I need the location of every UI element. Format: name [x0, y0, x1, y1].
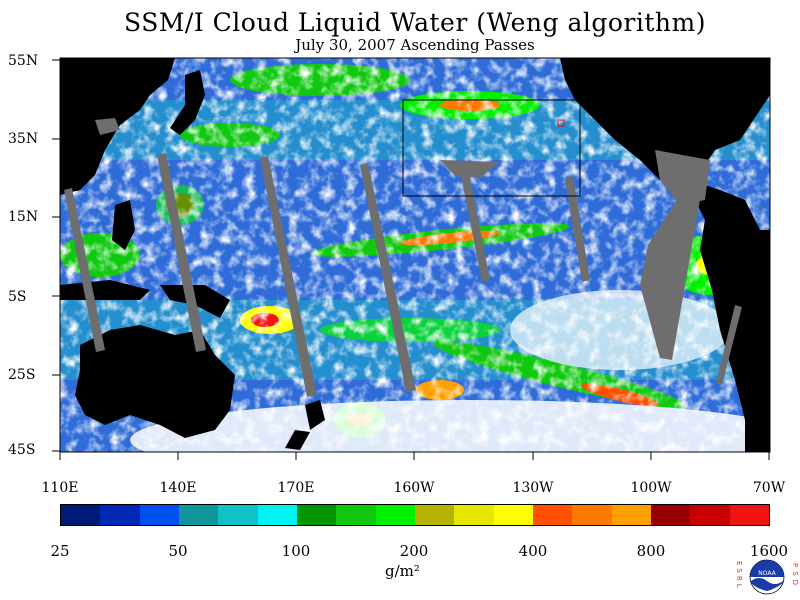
lon-label: 100W: [630, 480, 672, 496]
lon-label: 160W: [393, 480, 435, 496]
colorbar-swatch: [572, 505, 612, 525]
lat-label: 5S: [8, 289, 27, 305]
colorbar-swatch: [61, 505, 101, 525]
colorbar-swatch: [690, 505, 730, 525]
map-title: SSM/I Cloud Liquid Water (Weng algorithm…: [124, 8, 706, 37]
logo-right-letters: PSD: [791, 563, 799, 589]
red-marker: [557, 119, 565, 127]
colorbar: [60, 504, 770, 526]
data-gaps: [64, 118, 742, 397]
colorbar-tick-label: 25: [50, 542, 70, 560]
colorbar-tick-label: 100: [281, 542, 311, 560]
land-masses: [60, 58, 770, 452]
colorbar-swatch: [218, 505, 258, 525]
colorbar-swatch: [650, 505, 691, 525]
clear-sky-south: [130, 400, 770, 452]
colorbar-swatch: [257, 505, 297, 525]
colorbar-swatch: [296, 505, 337, 525]
logo-left-letters: ESRL: [735, 561, 743, 591]
noaa-badge-text: NOAA: [758, 570, 776, 577]
colorbar-swatch: [532, 505, 573, 525]
colorbar-tick-label: 1600: [749, 542, 789, 560]
colorbar-swatch: [100, 505, 140, 525]
lon-label: 110E: [41, 480, 79, 496]
colorbar-swatch: [611, 505, 651, 525]
colorbar-swatch: [178, 505, 219, 525]
colorbar-tick-label: 800: [636, 542, 666, 560]
lat-label: 15N: [8, 209, 39, 225]
lat-label: 25S: [8, 367, 36, 383]
colorbar-tick-label: 400: [518, 542, 548, 560]
colorbar-tick-label: 50: [168, 542, 188, 560]
region-box: [402, 99, 581, 197]
lon-label: 130W: [512, 480, 554, 496]
lon-label: 70W: [752, 480, 786, 496]
lon-label: 140E: [159, 480, 197, 496]
colorbar-units: g/m²: [385, 562, 420, 580]
colorbar-swatch: [454, 505, 494, 525]
colorbar-tick-label: 200: [399, 542, 429, 560]
clear-sky-east: [510, 290, 730, 370]
map-subtitle: July 30, 2007 Ascending Passes: [295, 36, 535, 54]
colorbar-swatch: [375, 505, 415, 525]
colorbar-swatch: [493, 505, 533, 525]
map-frame: [59, 57, 771, 453]
lat-label: 45S: [8, 442, 36, 458]
colorbar-swatch: [336, 505, 376, 525]
lat-label: 35N: [8, 131, 39, 147]
colorbar-swatch: [729, 505, 769, 525]
lat-label: 55N: [8, 53, 39, 69]
colorbar-swatch: [139, 505, 179, 525]
colorbar-swatch: [414, 505, 455, 525]
lon-label: 170E: [277, 480, 315, 496]
noaa-esrl-psd-logo: NOAA ESRL PSD: [735, 559, 799, 595]
axis-ticks: [52, 59, 770, 460]
